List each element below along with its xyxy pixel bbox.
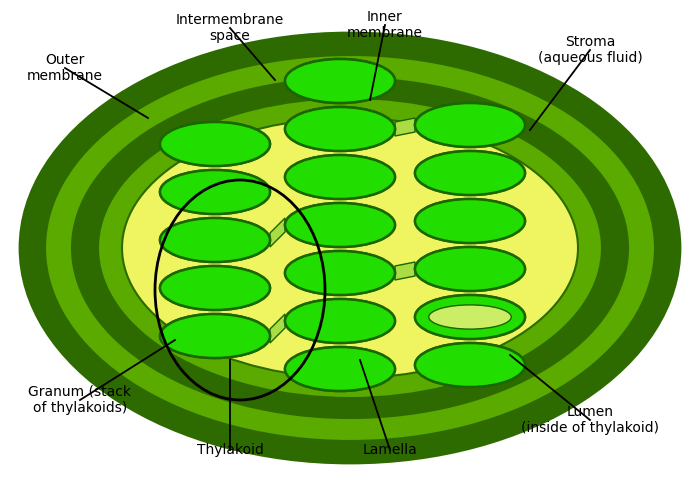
Text: Inner
membrane: Inner membrane: [347, 10, 423, 40]
Ellipse shape: [160, 122, 270, 166]
Ellipse shape: [160, 314, 270, 358]
Polygon shape: [270, 314, 285, 343]
Ellipse shape: [428, 305, 511, 329]
Ellipse shape: [45, 55, 655, 441]
Ellipse shape: [415, 295, 525, 339]
Ellipse shape: [415, 151, 525, 195]
Ellipse shape: [160, 170, 270, 214]
Polygon shape: [395, 118, 415, 136]
Ellipse shape: [122, 118, 578, 378]
Ellipse shape: [285, 107, 395, 151]
Ellipse shape: [415, 247, 525, 291]
Ellipse shape: [285, 203, 395, 247]
Ellipse shape: [415, 343, 525, 387]
Polygon shape: [395, 262, 415, 280]
Ellipse shape: [285, 155, 395, 199]
Ellipse shape: [415, 151, 525, 195]
Ellipse shape: [415, 103, 525, 147]
Ellipse shape: [285, 251, 395, 295]
Ellipse shape: [20, 33, 680, 463]
Text: Stroma
(aqueous fluid): Stroma (aqueous fluid): [538, 35, 643, 65]
Ellipse shape: [285, 299, 395, 343]
Ellipse shape: [415, 199, 525, 243]
Ellipse shape: [285, 59, 395, 103]
Ellipse shape: [160, 266, 270, 310]
Text: Granum (stack
of thylakoids): Granum (stack of thylakoids): [29, 385, 132, 415]
Ellipse shape: [285, 107, 395, 151]
Text: Thylakoid: Thylakoid: [197, 443, 263, 457]
Ellipse shape: [285, 203, 395, 247]
Ellipse shape: [160, 170, 270, 214]
Ellipse shape: [415, 343, 525, 387]
Ellipse shape: [72, 78, 628, 418]
Ellipse shape: [285, 299, 395, 343]
Ellipse shape: [160, 314, 270, 358]
Ellipse shape: [285, 155, 395, 199]
Ellipse shape: [285, 347, 395, 391]
Ellipse shape: [160, 218, 270, 262]
Text: Intermembrane
space: Intermembrane space: [176, 13, 284, 43]
Ellipse shape: [415, 199, 525, 243]
Text: Lamella: Lamella: [363, 443, 417, 457]
Polygon shape: [270, 218, 285, 247]
Ellipse shape: [415, 103, 525, 147]
Ellipse shape: [98, 98, 602, 398]
Ellipse shape: [415, 247, 525, 291]
Ellipse shape: [285, 251, 395, 295]
Ellipse shape: [415, 295, 525, 339]
Ellipse shape: [160, 266, 270, 310]
Ellipse shape: [160, 122, 270, 166]
Ellipse shape: [285, 347, 395, 391]
Text: Outer
membrane: Outer membrane: [27, 53, 103, 83]
Ellipse shape: [285, 59, 395, 103]
Text: Lumen
(inside of thylakoid): Lumen (inside of thylakoid): [521, 405, 659, 435]
Ellipse shape: [160, 218, 270, 262]
